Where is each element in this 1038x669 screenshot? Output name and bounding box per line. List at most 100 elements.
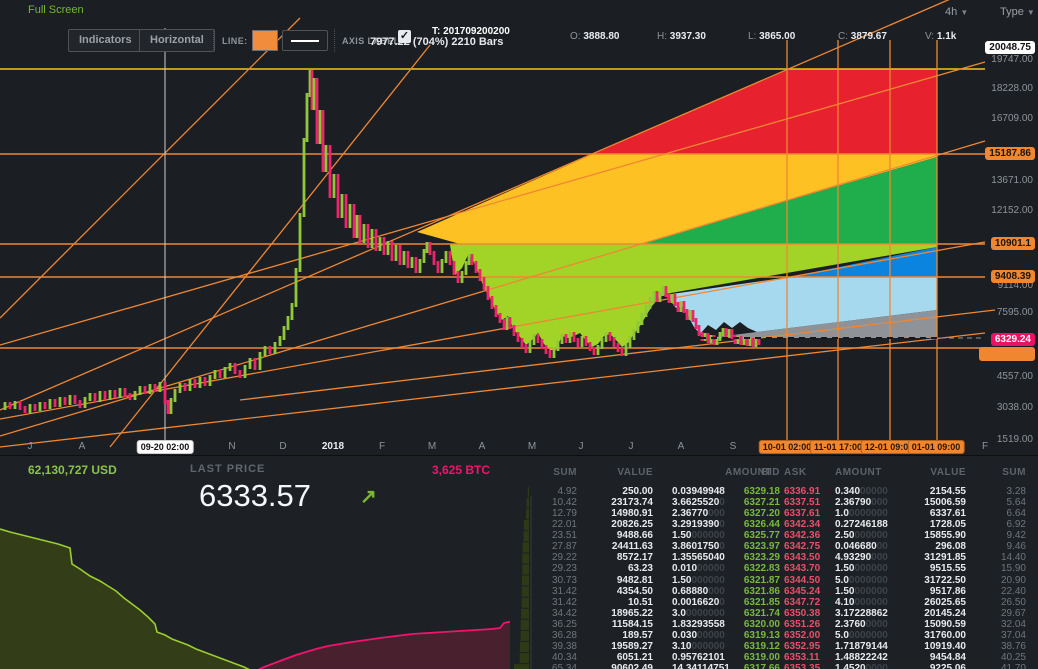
orderbook-cell-ar: 1.4520 0000 [835,663,888,669]
last-price-label: LAST PRICE [190,463,266,475]
orderbook-row[interactable]: 36.28 189.57 0.030 00000 6319.13 6352.00 5.0 00… [533,630,1038,641]
candle [667,293,671,303]
candle [448,251,452,265]
candle [218,370,222,378]
orderbook-column-header: AMOUNT [835,467,882,478]
candle [286,316,290,330]
candle [673,294,677,306]
orderbook-row[interactable]: 65.34 90602.49 14.34114751 6317.66 6353.35 1.… [533,663,1038,669]
orderbook-cell-vr: 15855.90 [924,530,966,542]
orderbook-row[interactable]: 36.25 11584.15 1.83293558 6320.00 6351.26 2.3… [533,619,1038,630]
line-color-swatch[interactable] [252,30,278,51]
candle [243,365,247,378]
candle [754,339,758,347]
trend-line[interactable] [0,332,986,448]
trend-line[interactable] [0,61,986,346]
trend-line[interactable] [239,309,996,401]
orderbook-cell-al: 1.35565040 [672,552,725,564]
orderbook-cell-a: 6342.34 [784,519,821,531]
orderbook-row[interactable]: 12.79 14980.91 2.36770 000 6327.20 6337.61 1.0… [533,508,1038,519]
candle [685,309,689,320]
candle [697,325,701,336]
orderbook-row[interactable]: 22.01 20826.25 3.2919390 0 6326.44 6342.34 0.2… [533,519,1038,530]
orderbook-cell-b: 6321.85 [743,596,780,608]
type-dropdown[interactable]: Type ▼ [1000,6,1035,18]
price-chart[interactable] [0,0,1038,455]
sum-bar [519,641,529,652]
price-tick-label: 19747.00 [991,54,1033,65]
chevron-down-icon: ▼ [960,8,969,17]
orderbook-cell-sr: 5.64 [1006,497,1026,509]
candle [596,345,600,355]
orderbook-row[interactable]: 31.42 4354.50 0.68880 000 6321.86 6345.24 1.50… [533,586,1038,597]
orderbook-cell-b: 6320.00 [743,618,780,630]
orderbook-cell-vr: 10919.40 [924,640,966,652]
orderbook-column-header: SUM [1002,467,1026,478]
candle [298,213,302,272]
orderbook-row[interactable]: 23.51 9488.66 1.50 000000 6325.77 6342.36 2.50… [533,530,1038,541]
orderbook-cell-a: 6343.70 [784,563,821,575]
orderbook-cell-vl: 9482.81 [616,574,653,586]
fib-band-lime [450,244,937,350]
orderbook-cell-sl: 30.73 [551,574,577,586]
price-tick-label: 18228.00 [991,83,1033,94]
candle [425,242,429,253]
candle [93,393,97,402]
sum-bar [520,630,529,641]
sum-bar [523,520,529,531]
price-level-badge: 6329.24 [990,333,1035,346]
candle [68,395,72,405]
time-tick-label: J [628,441,634,452]
price-tick-label: 4557.00 [996,371,1033,382]
last-price-value: 6333.57 [198,478,312,513]
orderbook-row[interactable]: 4.92 250.00 0.03949948 6329.18 6336.91 0.340 0… [533,486,1038,497]
candle [153,384,157,392]
candle [706,333,710,343]
range-readout: 7977.22 (704%) 2210 Bars [370,36,504,48]
candle [528,341,532,353]
axis-label-checkbox[interactable]: ✓ [398,30,411,43]
candle [482,277,486,290]
trend-line[interactable] [0,17,301,319]
orderbook-cell-ar: 1.50 000000 [835,585,888,597]
trend-line[interactable] [109,44,431,448]
orderbook-cell-b: 6325.77 [743,530,780,542]
orderbook-row[interactable]: 10.42 23173.74 3.6625520 0 6327.21 6337.51 2.3… [533,497,1038,508]
orderbook-row[interactable]: 30.73 9482.81 1.50 000000 6321.87 6344.50 5.0 0… [533,575,1038,586]
candle [688,310,692,320]
orderbook-row[interactable]: 40.34 6051.21 0.95762101 6319.00 6353.11 1.48… [533,652,1038,663]
line-style-button[interactable] [282,30,328,51]
orderbook-row[interactable]: 27.87 24411.63 3.8601750 0 6323.97 6342.75 0.0… [533,541,1038,552]
orderbook-cell-vl: 189.57 [622,629,653,641]
horizontal-button[interactable]: Horizontal [139,29,215,52]
candle [366,224,370,248]
candle [524,344,528,353]
orderbook-cell-sl: 10.42 [551,497,577,509]
fullscreen-link[interactable]: Full Screen [28,4,84,16]
orderbook-cell-ar: 3.17228862 [835,607,888,619]
orderbook-cell-vl: 24411.63 [611,541,653,553]
orderbook-cell-sl: 40.34 [551,652,577,664]
orderbook-cell-ar: 2.3760 0000 [835,618,888,630]
orderbook-row[interactable]: 39.38 19589.27 3.10 000000 6319.12 6352.95 1.7… [533,641,1038,652]
candle [108,390,112,400]
orderbook-row[interactable]: 31.42 10.51 0.0016620 0 6321.85 6347.72 4.10 00… [533,597,1038,608]
orderbook-cell-ar: 0.340 00000 [835,486,888,497]
interval-dropdown[interactable]: 4h ▼ [945,6,968,18]
candle [183,383,187,391]
trend-line[interactable] [0,0,985,411]
depth-chart[interactable] [0,456,533,669]
candle [23,406,27,413]
candle [198,377,202,388]
orderbook-cell-al: 1.50 000000 [672,574,725,586]
orderbook-row[interactable]: 29.23 63.23 0.010 00000 6322.83 6343.70 1.50 00… [533,563,1038,574]
orderbook-cell-a: 6337.51 [784,497,821,509]
indicators-button[interactable]: Indicators [68,29,143,52]
orderbook-row[interactable]: 34.42 18965.22 3.0 0000000 6321.74 6350.38 3.1… [533,608,1038,619]
orderbook-cell-sl: 31.42 [551,596,577,608]
orderbook-cell-vl: 4354.50 [616,585,653,597]
orderbook-row[interactable]: 29.22 8572.17 1.35565040 6323.29 6343.50 4.93… [533,552,1038,563]
orderbook-cell-ar: 1.50 000000 [835,563,888,575]
orderbook-cell-al: 0.03949948 [672,486,725,497]
orderbook-cell-sl: 23.51 [551,530,577,542]
